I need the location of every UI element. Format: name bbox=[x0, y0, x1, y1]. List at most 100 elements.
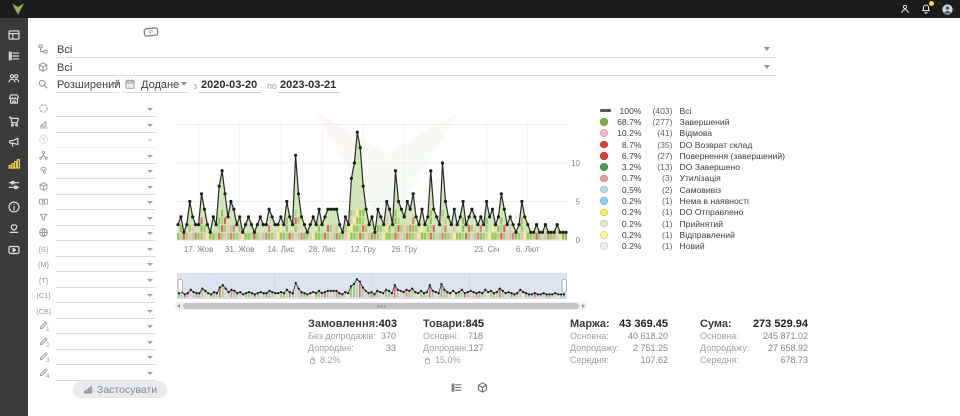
chevron-down-icon bbox=[147, 186, 153, 189]
package-icon[interactable] bbox=[476, 381, 489, 394]
legend-dot-swatch bbox=[600, 175, 608, 183]
legend-line-swatch bbox=[600, 109, 611, 112]
legend-label: Самовивіз bbox=[680, 185, 722, 195]
filter-select-pencil-1[interactable]: 1 bbox=[36, 320, 156, 335]
sidebar-item-megaphone[interactable] bbox=[0, 132, 28, 154]
svg-text:31. Жов: 31. Жов bbox=[225, 245, 254, 254]
filter-select-angle[interactable] bbox=[36, 119, 156, 134]
legend-count: (41) bbox=[642, 128, 673, 138]
nav-handle-right[interactable] bbox=[562, 280, 567, 293]
filter-select-t[interactable]: {T} bbox=[36, 274, 156, 289]
legend-item[interactable]: 0.2%(1)DO Отправлено bbox=[600, 207, 785, 218]
legend-item[interactable]: 10.2%(41)Відмова bbox=[600, 128, 785, 139]
filter-select-help[interactable] bbox=[36, 134, 156, 149]
legend-item[interactable]: 0.5%(2)Самовивіз bbox=[600, 184, 785, 195]
legend-percent: 3.2% bbox=[612, 162, 642, 172]
stat-sub-value: 370 bbox=[381, 330, 396, 342]
legend-item[interactable]: 100%(403)Всі bbox=[600, 105, 785, 116]
filter-underline bbox=[56, 349, 156, 350]
stat-sub-label: Без допродажів: bbox=[308, 330, 376, 342]
legend-item[interactable]: 68.7%(277)Завершений bbox=[600, 116, 785, 127]
filter-select-pencil-2[interactable]: 2 bbox=[36, 336, 156, 351]
legend-dot-swatch bbox=[600, 141, 608, 149]
svg-text:5: 5 bbox=[576, 198, 581, 207]
chevron-down-icon bbox=[147, 263, 153, 266]
orders-timeline-chart: 051017. Жов31. Жов14. Лис28. Лис12. Гру2… bbox=[175, 96, 587, 258]
profile-icon[interactable] bbox=[899, 3, 911, 15]
chevron-down-icon bbox=[764, 65, 770, 69]
legend-count: (1) bbox=[642, 207, 673, 217]
notifications-bell-icon[interactable] bbox=[920, 3, 932, 15]
label-p-icon[interactable]: P bbox=[136, 23, 166, 42]
sidebar-item-analytics[interactable] bbox=[0, 153, 28, 175]
chevron-down-icon bbox=[147, 248, 153, 251]
apply-button[interactable]: Застосувати bbox=[73, 381, 167, 398]
legend-label: Всі bbox=[680, 106, 692, 116]
sidebar-item-clients[interactable] bbox=[0, 67, 28, 89]
stat-sub-value: 2 751.25 bbox=[633, 342, 668, 354]
sidebar-item-sliders[interactable] bbox=[0, 175, 28, 197]
filter-select-cb[interactable]: {CB} bbox=[36, 305, 156, 320]
stat-value: 43 369.45 bbox=[619, 318, 668, 330]
bag-icon bbox=[423, 356, 432, 365]
filter-underline bbox=[56, 147, 156, 148]
chart-navigator[interactable] bbox=[175, 273, 587, 301]
nav-handle-left[interactable] bbox=[178, 280, 183, 293]
filter-select-funnel[interactable] bbox=[36, 212, 156, 227]
filter-select-c1[interactable]: {C1} bbox=[36, 289, 156, 304]
sidebar-item-orders-list[interactable] bbox=[0, 46, 28, 68]
scroll-right-arrow[interactable] bbox=[582, 304, 585, 308]
legend-item[interactable]: 8.7%(35)DO Возврат склад bbox=[600, 139, 785, 150]
filter-select-money[interactable] bbox=[36, 196, 156, 211]
legend-item[interactable]: 0.2%(1)Новий bbox=[600, 241, 785, 252]
scroll-left-arrow[interactable] bbox=[177, 304, 180, 308]
app-logo[interactable] bbox=[9, 1, 27, 17]
scrollbar-grip bbox=[377, 305, 386, 308]
orders-list-icon[interactable] bbox=[450, 381, 463, 394]
search-icon[interactable] bbox=[37, 78, 49, 90]
user-avatar[interactable] bbox=[941, 3, 954, 16]
sidebar-item-video-tutorial[interactable] bbox=[0, 239, 28, 261]
filter-select-pencil-4[interactable]: 4 bbox=[36, 367, 156, 382]
filter-select-s[interactable]: {S} bbox=[36, 243, 156, 258]
legend-item[interactable]: 0.2%(1)Нема в наявності bbox=[600, 195, 785, 206]
legend-dot-swatch bbox=[600, 186, 608, 194]
legend-count: (277) bbox=[642, 117, 673, 127]
legend-item[interactable]: 0.2%(1)Прийнятий bbox=[600, 218, 785, 229]
sidebar-item-info[interactable] bbox=[0, 196, 28, 218]
legend-item[interactable]: 3.2%(13)DO Завершено bbox=[600, 161, 785, 172]
filter-underline bbox=[56, 271, 156, 272]
legend-percent: 100% bbox=[612, 106, 642, 116]
chevron-down-icon bbox=[147, 294, 153, 297]
filter-select-pencil-3[interactable]: 3 bbox=[36, 351, 156, 366]
filter-underline bbox=[56, 240, 156, 241]
sidebar-item-store[interactable] bbox=[0, 89, 28, 111]
scrollbar-thumb[interactable] bbox=[183, 303, 579, 309]
legend-label: Завершений bbox=[680, 117, 730, 127]
sidebar-item-cart[interactable] bbox=[0, 110, 28, 132]
legend-count: (27) bbox=[642, 151, 673, 161]
legend-item[interactable]: 6.7%(27)Повернення (завершений) bbox=[600, 150, 785, 161]
filter-select-m[interactable]: {M} bbox=[36, 258, 156, 273]
legend-label: DO Завершено bbox=[680, 162, 740, 172]
stat-title: Товари: bbox=[423, 318, 466, 330]
legend-item[interactable]: 0.2%(1)Відправлений bbox=[600, 229, 785, 240]
stats-total: Сума:273 529.94 Основна:245 871.02 Допро… bbox=[700, 318, 808, 366]
chart-scrollbar[interactable] bbox=[175, 302, 587, 310]
filter-select-hierarchy[interactable] bbox=[36, 150, 156, 165]
filter-select-globe[interactable] bbox=[36, 227, 156, 242]
filter-select-package[interactable] bbox=[36, 181, 156, 196]
filter-select-fingerprint[interactable] bbox=[36, 165, 156, 180]
sidebar-item-dashboard[interactable] bbox=[0, 24, 28, 46]
custom-field-badge: {CB} bbox=[36, 307, 51, 316]
stat-sub-label: Середня: bbox=[570, 354, 609, 366]
legend-count: (1) bbox=[642, 230, 673, 240]
analytics-icon bbox=[7, 157, 21, 171]
svg-text:10: 10 bbox=[571, 159, 580, 168]
sidebar-item-hand-heart[interactable] bbox=[0, 218, 28, 240]
filter-select-status[interactable] bbox=[36, 103, 156, 118]
hand-heart-icon bbox=[7, 221, 21, 235]
stat-sub-label: Основна: bbox=[700, 330, 739, 342]
legend-item[interactable]: 0.7%(3)Утилізація bbox=[600, 173, 785, 184]
custom-field-badge: {S} bbox=[36, 245, 51, 254]
